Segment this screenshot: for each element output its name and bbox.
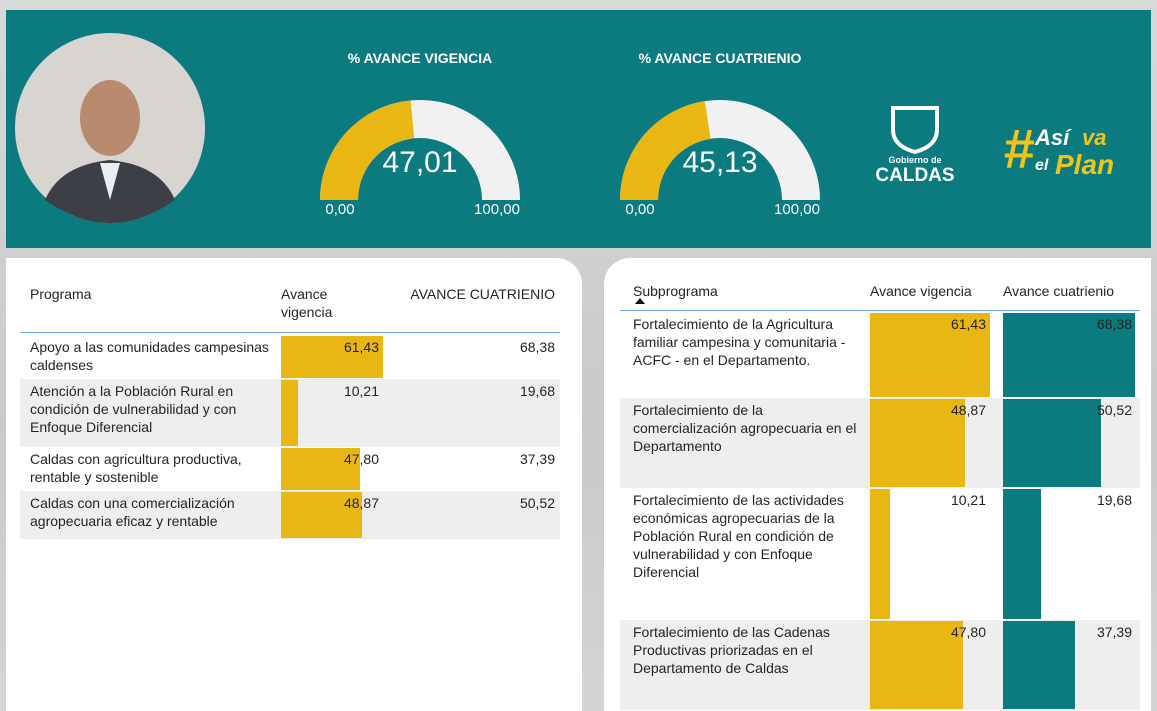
vigencia-bar — [281, 380, 298, 446]
gauge-title: % AVANCE VIGENCIA — [348, 50, 492, 66]
gauge-fill — [620, 101, 711, 200]
column-header: Avance vigencia — [281, 286, 333, 320]
slogan-w4: Plan — [1055, 149, 1114, 180]
vigencia-value: 47,80 — [950, 624, 986, 640]
cuatrienio-value: 68,38 — [519, 339, 555, 355]
header-line — [620, 310, 1140, 311]
vigencia-bar — [281, 336, 383, 378]
row-name: Atención a la Población Rural en condici… — [30, 383, 237, 435]
row-name: Fortalecimiento de las Cadenas Productiv… — [633, 624, 830, 676]
column-header: Subprograma — [633, 283, 718, 299]
cuatrienio-bar — [1003, 489, 1041, 619]
column-header: Avance cuatrienio — [1003, 283, 1115, 299]
vigencia-value: 10,21 — [343, 383, 379, 399]
vigencia-bar — [281, 492, 363, 538]
slogan-hash: # — [1003, 117, 1035, 180]
cuatrienio-value: 50,52 — [519, 495, 555, 511]
column-header: AVANCE CUATRIENIO — [410, 286, 555, 302]
row-name: Caldas con una comercialización agropecu… — [30, 495, 235, 529]
slogan: # Así va el Plan — [1003, 117, 1114, 180]
vigencia-value: 48,87 — [343, 495, 379, 511]
gauge-title: % AVANCE CUATRIENIO — [639, 50, 802, 66]
gauge-max: 100,00 — [774, 201, 820, 218]
header: Gobierno de CALDAS # Así va el Plan % AV… — [6, 10, 1151, 248]
cuatrienio-value: 68,38 — [1096, 316, 1132, 332]
row-name: Caldas con agricultura productiva, renta… — [30, 451, 242, 485]
cuatrienio-value: 50,52 — [1096, 402, 1132, 418]
logo-shield — [891, 106, 939, 155]
row-name: Fortalecimiento de la comercialización a… — [633, 402, 857, 454]
vigencia-bar — [281, 448, 361, 490]
gauge-max: 100,00 — [474, 201, 520, 218]
sort-arrow — [635, 298, 645, 304]
vigencia-bar — [870, 399, 966, 487]
cuatrienio-value: 19,68 — [1096, 492, 1132, 508]
column-header: Avance vigencia — [870, 283, 972, 299]
slogan-w2: va — [1082, 125, 1106, 150]
cuatrienio-value: 37,39 — [519, 451, 555, 467]
row-name: Apoyo a las comunidades campesinas calde… — [30, 339, 269, 373]
header-line — [20, 332, 560, 333]
vigencia-value: 47,80 — [343, 451, 379, 467]
gauge-value: 47,01 — [382, 146, 457, 179]
gauge-value: 45,13 — [682, 146, 757, 179]
gauge-min: 0,00 — [325, 201, 354, 218]
column-header: Programa — [30, 286, 92, 302]
vigencia-bar — [870, 313, 990, 397]
slogan-w1: Así — [1034, 125, 1072, 150]
vigencia-value: 61,43 — [343, 339, 379, 355]
vigencia-bar — [870, 489, 890, 619]
cuatrienio-value: 37,39 — [1096, 624, 1132, 640]
logo-line2: CALDAS — [875, 165, 954, 186]
cuatrienio-value: 19,68 — [519, 383, 555, 399]
slogan-w3: el — [1035, 157, 1049, 174]
vigencia-bar — [870, 621, 964, 709]
gauge-fill — [320, 100, 415, 200]
cuatrienio-bar — [1003, 399, 1101, 487]
vigencia-value: 48,87 — [950, 402, 986, 418]
row-name: Fortalecimiento de las actividades econó… — [633, 492, 844, 580]
gauge-min: 0,00 — [625, 201, 654, 218]
logo-line1: Gobierno de — [888, 155, 941, 165]
row-name: Fortalecimiento de la Agricultura famili… — [633, 316, 846, 368]
photo-shirt — [100, 163, 120, 200]
vigencia-value: 10,21 — [950, 492, 986, 508]
cuatrienio-bar — [1003, 621, 1076, 709]
vigencia-value: 61,43 — [950, 316, 986, 332]
cuatrienio-bar — [1003, 313, 1135, 397]
photo-face — [80, 80, 140, 156]
